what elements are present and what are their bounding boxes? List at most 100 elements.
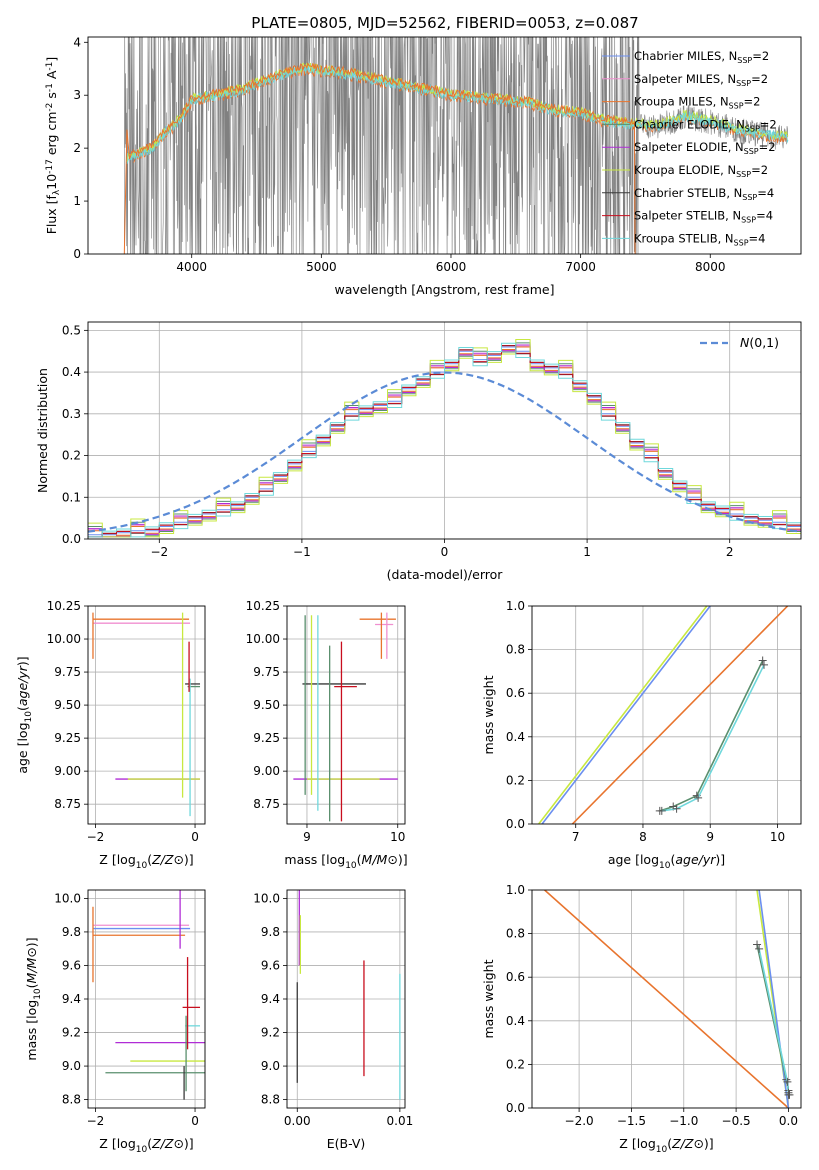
y-tick-label: 0.4 (506, 730, 525, 744)
plot-area-z-weight (532, 890, 801, 1108)
y-axis-label-part: ( (15, 706, 30, 711)
weight-point-marker (783, 1077, 792, 1086)
y-tick-label: 8.75 (253, 797, 280, 811)
legend-label: Kroupa STELIB, NSSP=4 (634, 231, 765, 247)
legend-label-base: Kroupa STELIB, N (634, 231, 734, 245)
y-axis-label-part: age/yr (15, 665, 30, 706)
plot-area-mass-age (287, 606, 405, 824)
y-tick-label: 0.6 (506, 686, 525, 700)
y-tick-label: 0.4 (506, 1014, 525, 1028)
x-axis-label-part: Z [log (99, 1136, 135, 1151)
x-axis-label-part: ( (147, 1136, 152, 1151)
weight-series-line (758, 890, 790, 1108)
x-axis-label-part: 10 (136, 861, 148, 871)
weight-point-marker (755, 944, 764, 953)
y-axis-label-part: -17 (45, 159, 55, 174)
y-axis-label-part: ( (24, 983, 39, 988)
x-tick-label: −2.0 (565, 1114, 594, 1128)
x-axis-label-part: )] (715, 852, 725, 867)
axes-frame (87, 605, 206, 825)
axes-frame (286, 605, 406, 825)
x-tick-label: 10 (390, 830, 405, 844)
axes-frame (286, 889, 406, 1109)
weight-series-line (659, 660, 764, 812)
x-axis-label-part: age [log (608, 852, 659, 867)
plot-area-residuals (88, 322, 801, 539)
panel-z-weight: −2.0 −1.5 −1.0 −0.5 0.0 0.0 0.2 0.4 0.6 0.8 1.0 Z [… (481, 883, 802, 1155)
x-tick-label: 10 (770, 830, 785, 844)
weight-series-line (544, 890, 789, 1108)
x-axis-label-part: )] (184, 1136, 194, 1151)
x-axis-label: (data-model)/error (387, 567, 504, 582)
x-tick-label: 7 (572, 830, 580, 844)
y-tick-label: 9.00 (253, 764, 280, 778)
y-axis-label-part: s (44, 92, 59, 103)
y-tick-label: 9.0 (261, 1059, 280, 1073)
legend-label-tail: =2 (751, 72, 768, 86)
x-tick-label: −1.0 (669, 1114, 698, 1128)
legend-label-sub: SSP (736, 79, 751, 88)
x-axis-label-part: ( (147, 852, 152, 867)
legend-label: Salpeter MILES, NSSP=2 (634, 72, 768, 88)
y-axis-label-part: 10 (33, 988, 43, 1000)
weight-point-marker (694, 793, 703, 802)
y-axis-label-part: )] (15, 656, 30, 666)
y-axis-label: Flux [fλ10-17 erg cm-2 s-1 A-1] (44, 57, 62, 235)
x-axis-label: age [log10(age/yr)] (608, 852, 725, 871)
y-tick-label: 10.00 (246, 632, 280, 646)
y-tick-label: 4 (73, 35, 81, 49)
y-axis-label-part: -1 (45, 62, 55, 71)
legend-label-sub: SSP (734, 238, 749, 247)
y-axis-label: mass weight (481, 675, 496, 754)
histogram-step-series (88, 342, 801, 538)
weight-series-line (541, 606, 711, 824)
axes-frame (87, 889, 206, 1109)
weight-point-marker (758, 656, 767, 665)
x-axis-label-part: 10 (136, 1145, 148, 1155)
y-axis-label-part: age [log (15, 722, 30, 773)
legend-label-tail: =4 (757, 186, 774, 200)
x-axis-label: Z [log10(Z/Z⊙)] (99, 1136, 193, 1155)
y-tick-label: 10.00 (47, 632, 81, 646)
x-tick-label: 6000 (436, 260, 467, 274)
x-axis-label-part: Z/Z⊙ (151, 852, 184, 867)
y-tick-label: 10.0 (253, 891, 280, 905)
y-tick-label: 9.75 (54, 665, 81, 679)
y-tick-label: 0.8 (506, 643, 525, 657)
axes-frame (87, 36, 802, 255)
y-axis-label-part: ] (44, 57, 59, 62)
y-tick-label: 0.1 (62, 490, 81, 504)
legend-label-tail: =2 (744, 95, 761, 109)
plot-area-ebv-mass (287, 890, 405, 1108)
y-tick-label: 0 (73, 247, 81, 261)
legend-label-sub: SSP (741, 216, 756, 225)
weight-point-marker (753, 940, 762, 949)
x-axis-label-part: mass [log (284, 852, 345, 867)
x-axis-label-part: ( (667, 1136, 672, 1151)
weight-series-line (571, 606, 789, 824)
legend-label-sub: SSP (744, 147, 759, 156)
legend-label-base: Salpeter ELODIE, N (634, 140, 744, 154)
y-axis-label-part: 10 (44, 174, 59, 190)
x-tick-label: 0 (191, 830, 199, 844)
y-axis-label: age [log10(age/yr)] (15, 656, 34, 773)
x-tick-label: 0 (441, 545, 449, 559)
y-tick-label: 9.75 (253, 665, 280, 679)
y-axis-label-part: λ (52, 189, 62, 195)
y-tick-label: 9.25 (54, 731, 81, 745)
legend-label-base: Kroupa MILES, N (634, 95, 729, 109)
axes-frame (531, 605, 802, 825)
plot-area-age-weight (532, 606, 801, 824)
y-axis-label-part: Flux [f (44, 194, 59, 234)
y-tick-label: 9.0 (62, 1059, 81, 1073)
legend-label-base: Salpeter MILES, N (634, 72, 736, 86)
y-tick-label: 0.6 (506, 970, 525, 984)
y-tick-label: 0.0 (506, 817, 525, 831)
x-axis-label-part: Z/Z⊙ (671, 1136, 704, 1151)
legend-label: Chabrier MILES, NSSP=2 (634, 49, 769, 65)
model-spectrum-line (126, 64, 789, 165)
x-tick-label: 4000 (176, 260, 207, 274)
y-tick-label: 9.50 (54, 698, 81, 712)
